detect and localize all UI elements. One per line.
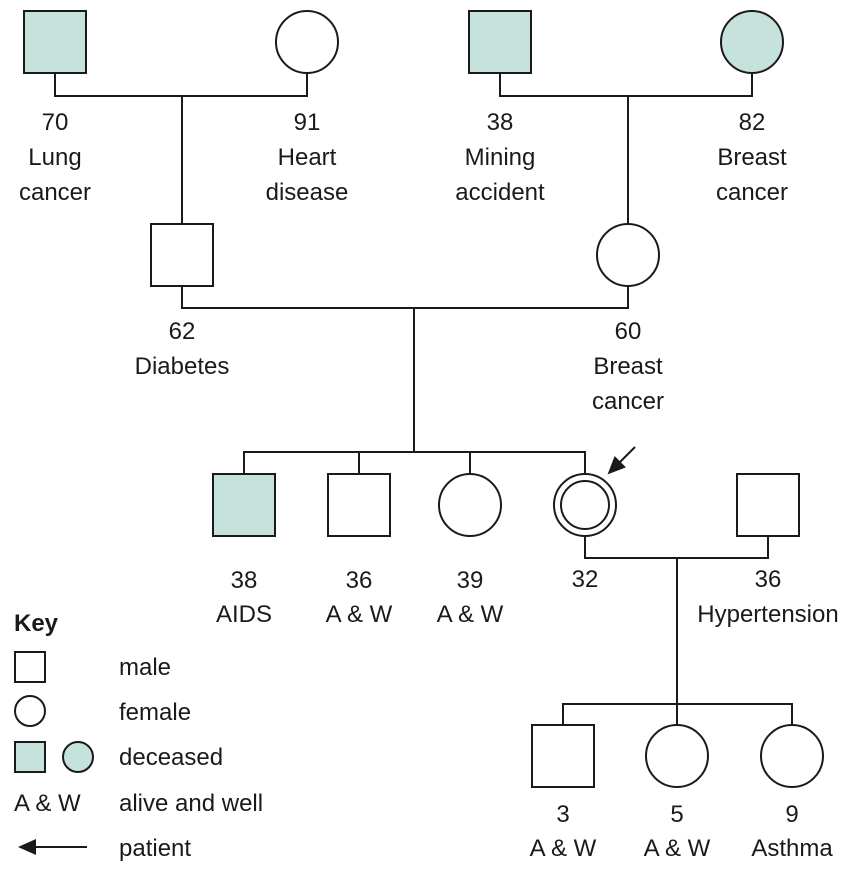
sibship-line — [243, 451, 586, 474]
sib1-condition: AIDS — [216, 601, 272, 628]
mgp-mating-line — [499, 73, 753, 97]
sib1-age: 38 — [231, 567, 258, 594]
sib3-status: A & W — [437, 601, 504, 628]
paternal-grandfather-symbol — [23, 10, 87, 74]
mgf-condition-line2: accident — [455, 179, 545, 206]
sibling-3-symbol — [438, 473, 502, 537]
mgm-age: 82 — [739, 109, 766, 136]
patient-mating-line — [584, 536, 769, 559]
child2-age: 5 — [670, 801, 683, 828]
child3-age: 9 — [785, 801, 798, 828]
father-condition: Diabetes — [135, 353, 230, 380]
mgf-age: 38 — [487, 109, 514, 136]
mgm-condition-line1: Breast — [717, 144, 787, 171]
pgf-condition-line2: cancer — [19, 179, 91, 206]
mother-condition-line2: cancer — [592, 388, 664, 415]
legend-patient-label: patient — [119, 835, 191, 862]
child1-status: A & W — [530, 835, 597, 862]
pgm-age: 91 — [294, 109, 321, 136]
child-3-symbol — [760, 724, 824, 788]
pgm-condition-line1: Heart — [278, 144, 337, 171]
child-1-symbol — [531, 724, 595, 788]
patient-symbol-inner — [560, 480, 610, 530]
mother-condition-line1: Breast — [593, 353, 663, 380]
sibling-1-symbol — [212, 473, 276, 537]
pgm-condition-line2: disease — [266, 179, 349, 206]
sib2-status: A & W — [326, 601, 393, 628]
legend-title: Key — [14, 610, 59, 637]
sibling-2-symbol — [327, 473, 391, 537]
maternal-grandmother-symbol — [720, 10, 784, 74]
legend-male-icon — [14, 651, 46, 683]
pedigree-symbols — [23, 10, 824, 788]
father-symbol — [150, 223, 214, 287]
mother-age: 60 — [615, 318, 642, 345]
paternal-grandmother-symbol — [275, 10, 339, 74]
patient-age: 32 — [572, 566, 599, 593]
legend-male-label: male — [119, 654, 171, 681]
legend-female-label: female — [119, 699, 191, 726]
legend-deceased-female-icon — [62, 741, 94, 773]
connector-lines — [54, 73, 793, 725]
parents-mating-line — [181, 286, 629, 309]
spouse-condition: Hypertension — [697, 601, 838, 628]
sib3-age: 39 — [457, 567, 484, 594]
legend-deceased-label: deceased — [119, 744, 223, 771]
proband-arrow — [607, 446, 636, 475]
legend-deceased-male-icon — [14, 741, 46, 773]
pgf-condition-line1: Lung — [28, 144, 81, 171]
legend: Key male female deceased A & W alive and… — [14, 610, 263, 862]
legend-female-icon — [14, 695, 46, 727]
father-age: 62 — [169, 318, 196, 345]
sib2-age: 36 — [346, 567, 373, 594]
mother-symbol — [596, 223, 660, 287]
child3-condition: Asthma — [751, 835, 833, 862]
child2-status: A & W — [644, 835, 711, 862]
pedigree-labels: 70 Lung cancer 91 Heart disease 38 Minin… — [19, 109, 839, 862]
mgm-condition-line2: cancer — [716, 179, 788, 206]
child1-age: 3 — [556, 801, 569, 828]
pgf-age: 70 — [42, 109, 69, 136]
legend-aw-label: alive and well — [119, 790, 263, 817]
mgf-condition-line1: Mining — [465, 144, 536, 171]
maternal-grandfather-symbol — [468, 10, 532, 74]
pgp-mating-line — [54, 73, 308, 97]
child-2-symbol — [645, 724, 709, 788]
legend-aw-symbol: A & W — [14, 790, 81, 817]
spouse-symbol — [736, 473, 800, 537]
spouse-age: 36 — [755, 566, 782, 593]
